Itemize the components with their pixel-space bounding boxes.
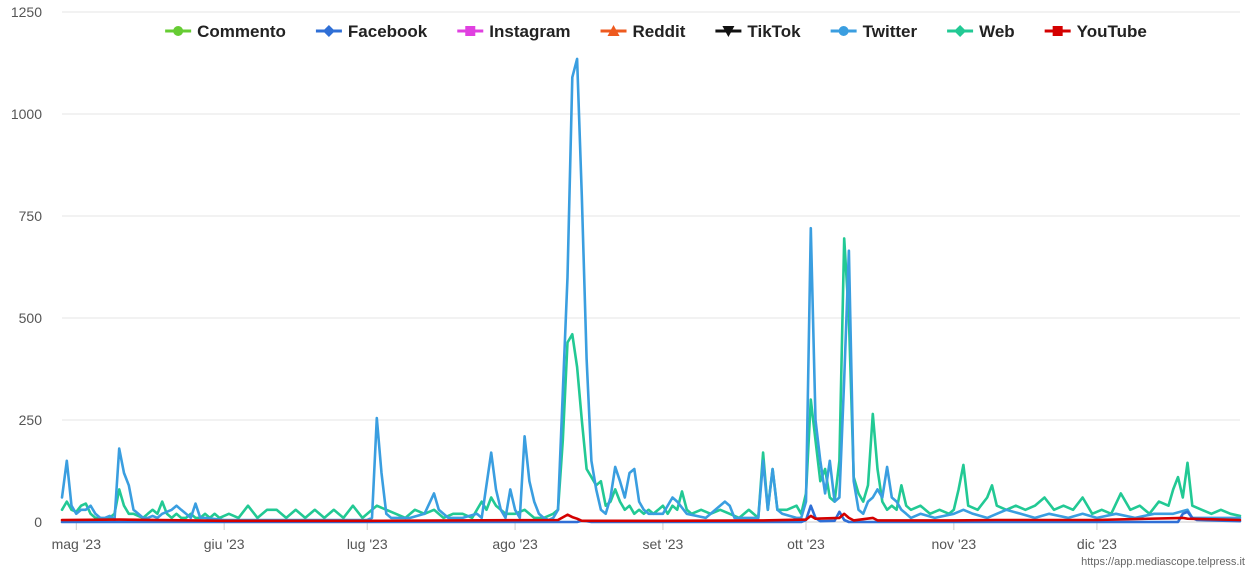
- legend-label-facebook: Facebook: [348, 22, 428, 41]
- x-tick-label-5: ott '23: [787, 536, 825, 552]
- legend-item-tiktok[interactable]: TikTok: [715, 22, 801, 41]
- x-axis: mag '23 giu '23 lug '23 ago '23 set '23 ott '…: [52, 521, 1240, 552]
- y-tick-label-1000: 1000: [11, 106, 42, 122]
- y-tick-label-750: 750: [19, 208, 43, 224]
- y-axis: 0 250 500 750 1000 1250: [11, 4, 42, 530]
- legend-item-instagram[interactable]: Instagram: [457, 22, 571, 41]
- series-line-web[interactable]: [60, 237, 1242, 522]
- legend-item-youtube[interactable]: YouTube: [1044, 22, 1147, 41]
- legend-marker-tiktok: [722, 26, 735, 37]
- legend[interactable]: Commento Facebook Instagram Reddit TikTok Twi…: [165, 22, 1147, 41]
- y-tick-label-250: 250: [19, 412, 43, 428]
- legend-marker-commento: [173, 26, 184, 36]
- legend-marker-instagram: [465, 26, 476, 36]
- x-tick-label-6: nov '23: [931, 536, 976, 552]
- legend-marker-reddit: [607, 25, 620, 36]
- legend-label-commento: Commento: [197, 22, 286, 41]
- y-tick-label-500: 500: [19, 310, 43, 326]
- x-tick-label-2: lug '23: [347, 536, 388, 552]
- legend-label-tiktok: TikTok: [747, 22, 801, 41]
- series-layer: [60, 57, 1242, 524]
- grid-lines: [62, 11, 1240, 421]
- x-tick-label-3: ago '23: [492, 536, 538, 552]
- legend-item-web[interactable]: Web: [947, 22, 1015, 41]
- series-line-youtube[interactable]: [60, 512, 1242, 523]
- legend-marker-web: [954, 25, 967, 37]
- y-tick-label-0: 0: [34, 514, 42, 530]
- x-tick-label-7: dic '23: [1077, 536, 1117, 552]
- legend-label-youtube: YouTube: [1077, 22, 1147, 41]
- legend-item-commento[interactable]: Commento: [165, 22, 286, 41]
- source-credit[interactable]: https://app.mediascope.telpress.it: [1081, 556, 1245, 568]
- legend-item-reddit[interactable]: Reddit: [600, 22, 686, 41]
- legend-label-twitter: Twitter: [863, 22, 918, 41]
- x-tick-label-0: mag '23: [52, 536, 102, 552]
- legend-item-facebook[interactable]: Facebook: [315, 22, 428, 41]
- legend-marker-facebook: [322, 25, 335, 37]
- legend-label-web: Web: [979, 22, 1015, 41]
- legend-marker-youtube: [1052, 26, 1063, 36]
- legend-label-reddit: Reddit: [633, 22, 686, 41]
- legend-marker-twitter: [838, 26, 849, 36]
- x-tick-label-1: giu '23: [204, 536, 245, 552]
- legend-label-instagram: Instagram: [489, 22, 570, 41]
- legend-item-twitter[interactable]: Twitter: [830, 22, 918, 41]
- y-tick-label-1250: 1250: [11, 4, 42, 20]
- series-line-twitter[interactable]: [60, 57, 1242, 522]
- x-tick-label-4: set '23: [643, 536, 684, 552]
